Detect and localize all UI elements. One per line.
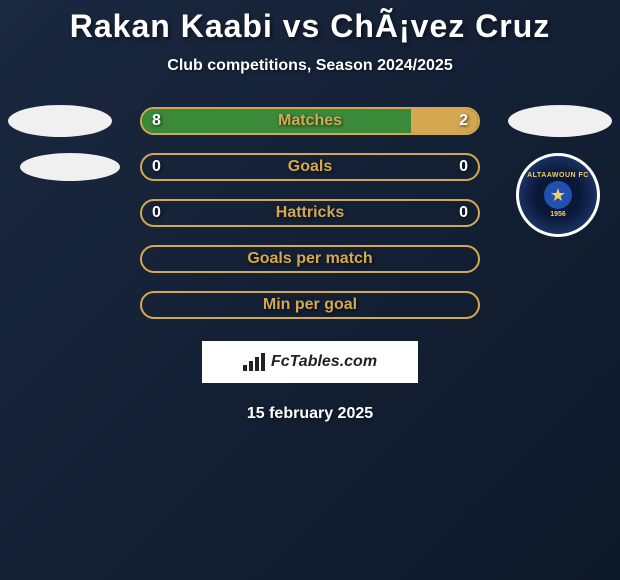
stat-row-matches: 8 Matches 2 [0,105,620,137]
club-badge-name: ALTAAWOUN FC [527,172,589,179]
stat-bar-mpg: Min per goal [140,291,480,319]
footer-brand-text: FcTables.com [271,353,377,371]
club-badge-star-icon [544,181,572,209]
footer-date: 15 february 2025 [0,405,620,423]
player-right-avatar [508,105,612,137]
page-title: Rakan Kaabi vs ChÃ¡vez Cruz [0,0,620,45]
stats-content: 8 Matches 2 0 Goals 0 ALTAAWOUN FC 1956 … [0,105,620,321]
stat-label: Matches [278,112,342,130]
footer-brand-badge: FcTables.com [202,341,418,383]
stat-label: Hattricks [276,204,344,222]
stat-value-left: 8 [152,112,161,130]
stat-bar-goals: 0 Goals 0 [140,153,480,181]
stat-row-gpm: Goals per match [0,243,620,275]
stat-bar-hattricks: 0 Hattricks 0 [140,199,480,227]
stat-label: Goals [288,158,332,176]
stat-bar-matches: 8 Matches 2 [140,107,480,135]
stat-value-right: 0 [459,204,468,222]
stat-row-goals: 0 Goals 0 ALTAAWOUN FC 1956 [0,151,620,183]
stat-value-left: 0 [152,158,161,176]
club-right-badge: ALTAAWOUN FC 1956 [516,153,600,237]
bar-fill-left [142,109,411,133]
stat-value-right: 0 [459,158,468,176]
stat-value-left: 0 [152,204,161,222]
stat-value-right: 2 [459,112,468,130]
player-left-avatar [8,105,112,137]
page-subtitle: Club competitions, Season 2024/2025 [0,57,620,75]
stat-bar-gpm: Goals per match [140,245,480,273]
stat-label: Min per goal [263,296,357,314]
brand-bars-icon [243,353,265,371]
stat-label: Goals per match [247,250,372,268]
club-badge-year: 1956 [550,211,566,218]
club-left-avatar [20,153,120,181]
stat-row-mpg: Min per goal [0,289,620,321]
